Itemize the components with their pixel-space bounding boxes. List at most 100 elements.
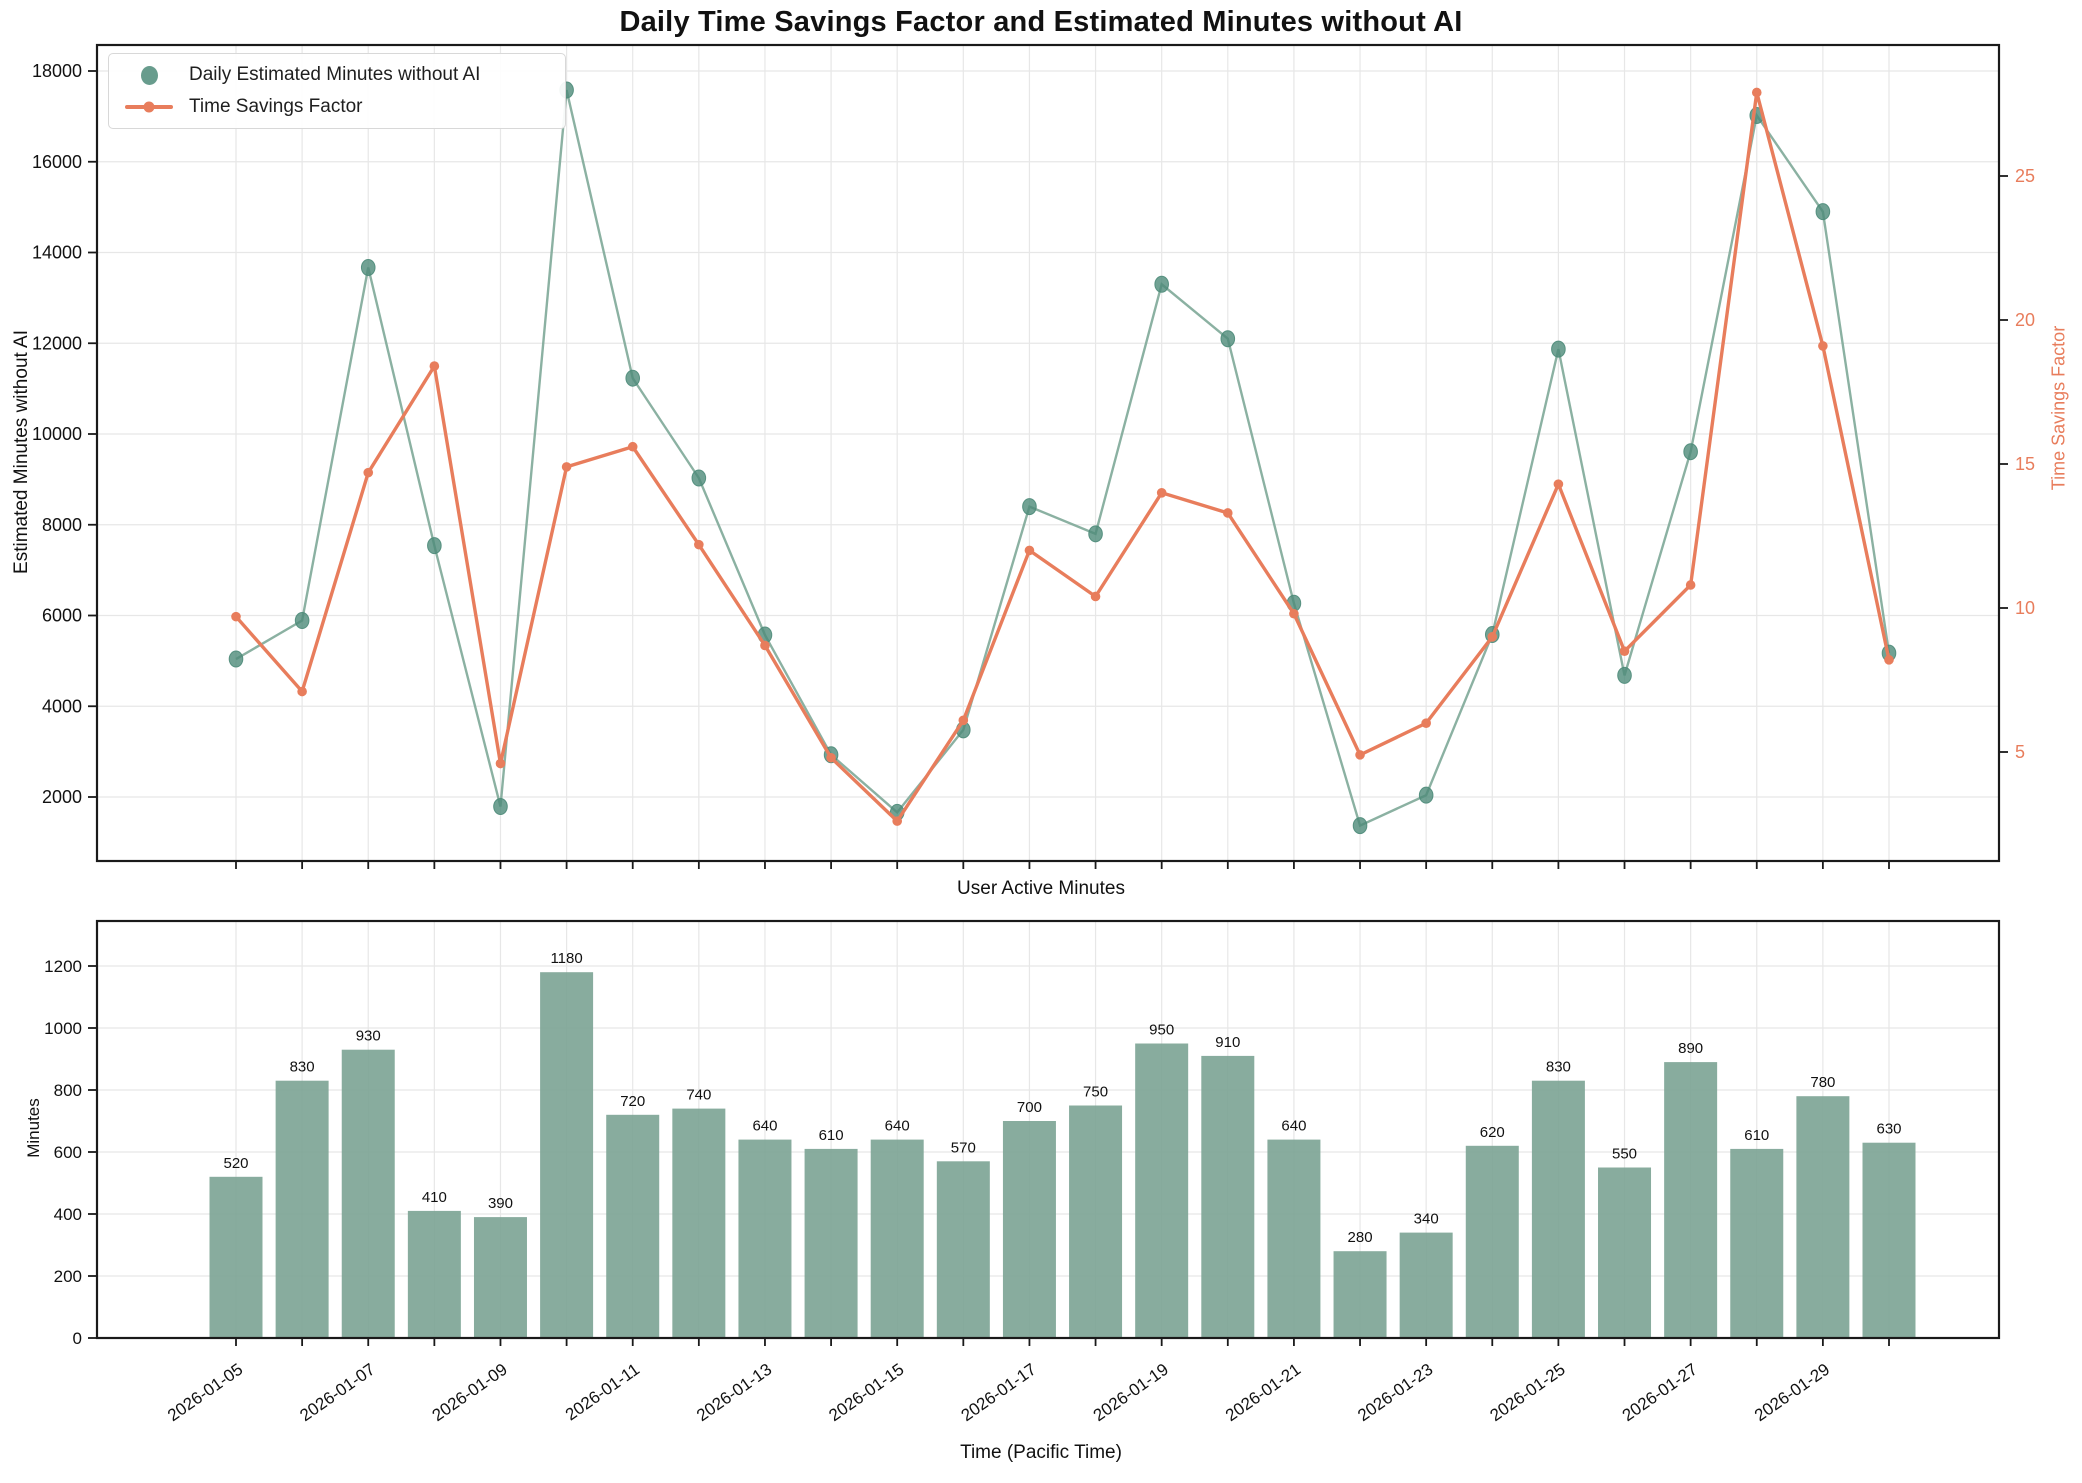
bar [870,1139,924,1338]
top-right-tick-label: 15 [2015,454,2035,474]
bar-value-label: 700 [1017,1099,1042,1116]
bar [407,1210,461,1338]
bar [1598,1167,1652,1338]
legend-item-time-savings-factor: Time Savings Factor [123,96,551,118]
bar [1465,1145,1519,1338]
bar-value-label: 740 [686,1087,711,1104]
bar-value-label: 630 [1876,1121,1901,1138]
bar-value-label: 830 [290,1059,315,1076]
bar [936,1161,990,1338]
legend-label: Time Savings Factor [189,96,363,117]
time-savings-factor-marker [826,752,836,763]
bar-value-label: 910 [1215,1034,1240,1051]
time-savings-factor-marker [1156,488,1167,498]
top-left-tick-label: 16000 [32,152,82,172]
bar-value-label: 520 [223,1155,248,1172]
bar [1333,1251,1387,1338]
top-left-tick-label: 14000 [32,243,82,263]
date-tick-label: 2026-01-07 [296,1360,378,1425]
bar-value-label: 830 [1546,1059,1571,1076]
time-savings-factor-marker [1884,655,1894,665]
estimated-minutes-line [235,89,1891,828]
time-savings-factor-marker [1619,646,1630,656]
bottom-left-tick-label: 200 [54,1267,82,1286]
bar [1399,1232,1453,1338]
date-tick-label: 2026-01-15 [825,1360,907,1425]
bar-value-label: 890 [1678,1040,1703,1057]
estimated-minutes-marker [294,611,310,629]
bar-value-label: 640 [752,1118,777,1135]
date-tick-label: 2026-01-21 [1222,1360,1304,1425]
estimated-minutes-marker [1418,786,1434,804]
time-savings-factor-marker [1685,580,1696,590]
bar [1267,1139,1321,1338]
top-right-tick-label: 20 [2015,310,2035,330]
time-savings-factor-marker [1487,632,1498,642]
bar-value-label: 280 [1348,1229,1373,1246]
bar [473,1217,527,1338]
bar-value-label: 570 [951,1139,976,1156]
bottom-left-tick-label: 400 [54,1205,82,1224]
time-savings-factor-marker [1223,508,1233,518]
bar-value-label: 640 [1281,1118,1306,1135]
bar-value-label: 610 [819,1127,844,1144]
time-savings-factor-marker [892,816,902,826]
legend-item-estimated-minutes: Daily Estimated Minutes without AI [123,64,551,86]
date-tick-label: 2026-01-05 [164,1360,246,1425]
time-savings-factor-marker [958,715,969,726]
estimated-minutes-marker [1617,666,1632,684]
time-savings-factor-marker [1355,750,1365,760]
estimated-minutes-marker [1551,340,1566,358]
top-left-tick-label: 4000 [42,696,82,716]
time-savings-factor-marker [495,758,506,769]
top-chart-right-axis-title: Time Savings Factor [2048,325,2069,491]
legend-green-dot-icon [123,64,175,86]
estimated-minutes-marker [1352,817,1368,835]
estimated-minutes-marker [1088,525,1103,543]
top-chart-frame [95,43,2001,863]
estimated-minutes-marker [360,258,376,276]
estimated-minutes-marker [625,369,641,387]
bottom-left-tick-label: 800 [54,1081,82,1100]
bar-value-label: 640 [885,1118,910,1135]
top-chart-left-axis-title: Estimated Minutes without AI [11,330,32,574]
estimated-minutes-marker [1683,443,1698,461]
bar [1201,1055,1255,1338]
estimated-minutes-marker [1022,498,1037,516]
bar [1730,1148,1784,1338]
time-savings-factor-marker [694,539,704,550]
time-savings-factor-marker [429,361,440,371]
top-right-tick-label: 10 [2015,598,2035,618]
time-savings-factor-line [234,92,1891,824]
bar-value-label: 550 [1612,1146,1637,1163]
time-savings-factor-marker [297,686,307,697]
time-savings-factor-marker [231,611,241,622]
bar [275,1080,329,1338]
bottom-left-tick-label: 600 [54,1143,82,1162]
bar [209,1176,263,1338]
time-savings-factor-marker [1553,479,1564,489]
date-tick-label: 2026-01-25 [1487,1360,1569,1425]
bar-value-label: 950 [1149,1022,1174,1039]
date-tick-label: 2026-01-19 [1090,1360,1172,1425]
estimated-minutes-marker [691,469,707,487]
bar-value-label: 930 [356,1028,381,1045]
time-savings-factor-marker [760,640,770,651]
top-left-tick-label: 12000 [32,333,82,353]
estimated-minutes-marker [427,537,442,555]
bottom-chart-frame [95,919,2001,1340]
bar-value-label: 410 [422,1189,447,1206]
bar [1002,1121,1056,1338]
top-right-tick-label: 25 [2015,166,2035,186]
bar [1531,1080,1585,1338]
top-left-tick-label: 18000 [32,61,82,81]
time-savings-factor-marker [363,467,374,478]
time-savings-factor-marker [1421,718,1431,728]
date-tick-label: 2026-01-09 [429,1360,511,1425]
top-right-tick-label: 5 [2015,742,2025,762]
bar [738,1139,792,1338]
bar [804,1148,858,1338]
date-tick-label: 2026-01-17 [958,1360,1040,1425]
legend-orange-line-icon [123,96,175,118]
